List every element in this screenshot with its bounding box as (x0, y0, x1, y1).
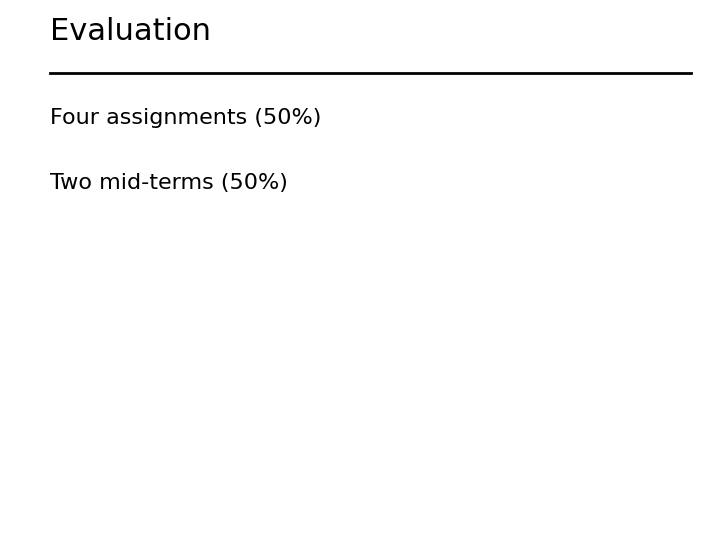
Text: Two mid-terms (50%): Two mid-terms (50%) (50, 173, 288, 193)
Text: Evaluation: Evaluation (50, 17, 212, 46)
Text: Four assignments (50%): Four assignments (50%) (50, 108, 322, 128)
